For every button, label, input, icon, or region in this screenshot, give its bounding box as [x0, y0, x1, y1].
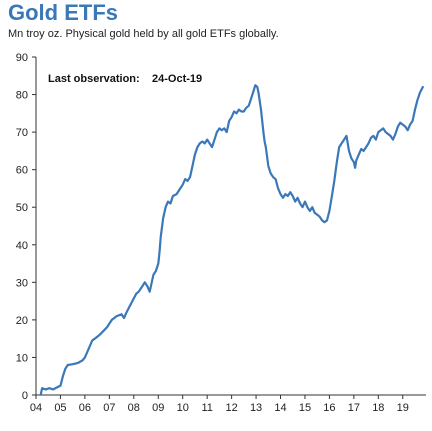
x-tick-label: 08: [128, 402, 140, 414]
x-tick-label: 10: [177, 402, 189, 414]
x-tick-label: 17: [348, 402, 360, 414]
chart-subtitle: Mn troy oz. Physical gold held by all go…: [8, 28, 279, 40]
y-tick-label: 50: [16, 202, 28, 214]
y-tick-label: 40: [16, 240, 28, 252]
y-tick-label: 90: [16, 52, 28, 64]
chart-title: Gold ETFs: [8, 0, 118, 25]
x-tick-label: 07: [103, 402, 115, 414]
x-tick-label: 14: [274, 402, 286, 414]
x-tick-label: 06: [79, 402, 91, 414]
y-tick-label: 70: [16, 127, 28, 139]
x-tick-label: 04: [30, 402, 42, 414]
gold-etf-holdings-line: [39, 84, 424, 395]
x-tick-label: 19: [397, 402, 409, 414]
x-tick-label: 16: [323, 402, 335, 414]
y-tick-label: 80: [16, 90, 28, 102]
x-tick-label: 11: [201, 402, 212, 414]
x-tick-label: 15: [299, 402, 311, 414]
x-tick-label: 09: [152, 402, 164, 414]
last-observation-label: Last observation:: [48, 73, 140, 85]
y-tick-label: 60: [16, 165, 28, 177]
x-tick-label: 05: [54, 402, 66, 414]
y-tick-label: 0: [22, 390, 28, 402]
x-tick-label: 18: [372, 402, 384, 414]
y-tick-label: 30: [16, 277, 28, 289]
last-observation-value: 24-Oct-19: [152, 73, 202, 85]
y-tick-label: 20: [16, 315, 28, 327]
x-tick-label: 12: [225, 402, 237, 414]
y-axis: 0 10 20 30 40 50 60 70 80 90: [16, 52, 37, 402]
x-tick-label: 13: [250, 402, 262, 414]
series-layer: [39, 84, 424, 395]
x-axis: 04 05 06 07 08 09 10 11 12 13 14 15 16 17 18 19: [30, 394, 426, 414]
y-tick-label: 10: [16, 352, 28, 364]
